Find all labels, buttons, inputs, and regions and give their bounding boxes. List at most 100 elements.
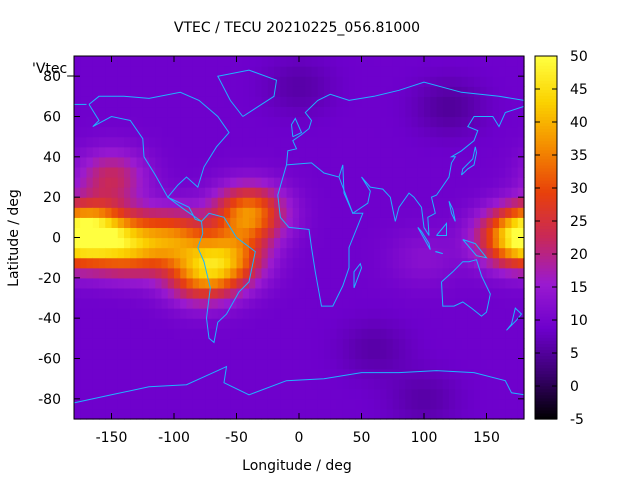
heatmap-cell [286,197,294,208]
heatmap-cell [374,368,381,380]
heatmap-cell [86,257,94,269]
heatmap-cell [224,318,231,329]
heatmap-cell [474,86,481,97]
heatmap-cell [292,227,300,239]
heatmap-cell [267,136,275,148]
heatmap-cell [217,76,225,87]
heatmap-cell [486,96,494,108]
heatmap-cell [442,146,450,158]
heatmap-cell [324,76,331,87]
heatmap-cell [480,76,488,87]
heatmap-cell [211,378,219,390]
heatmap-cell [461,398,469,410]
heatmap-cell [211,257,219,269]
heatmap-cell [492,308,500,319]
heatmap-cell [142,66,150,77]
heatmap-cell [267,348,275,360]
heatmap-cell [342,298,350,309]
heatmap-cell [86,368,94,380]
heatmap-cell [330,197,338,208]
heatmap-cell [317,156,325,168]
heatmap-cell [105,217,113,229]
colorbar-segment [535,370,557,375]
heatmap-cell [180,298,188,309]
heatmap-cell [317,76,325,87]
heatmap-cell [405,66,413,77]
heatmap-cell [280,328,288,339]
heatmap-cell [199,156,206,168]
heatmap-cell [199,247,206,259]
heatmap-cell [355,308,363,319]
heatmap-cell [224,368,231,380]
heatmap-cell [192,156,200,168]
heatmap-cell [399,368,406,380]
heatmap-cell [280,86,288,97]
heatmap-cell [186,66,194,77]
heatmap-cell [261,267,269,279]
heatmap-cell [99,177,106,188]
heatmap-cell [236,177,244,188]
heatmap-cell [386,308,394,319]
heatmap-cell [167,358,175,370]
heatmap-cell [192,368,200,380]
heatmap-cell [124,257,131,269]
heatmap-cell [142,378,150,390]
heatmap-cell [330,156,338,168]
heatmap-cell [492,237,500,249]
heatmap-cell [442,247,450,259]
heatmap-cell [86,56,94,67]
heatmap-cell [517,287,525,299]
heatmap-cell [217,126,225,138]
heatmap-cell [192,257,200,269]
heatmap-cell [136,126,144,138]
heatmap-cell [511,408,519,420]
heatmap-cell [174,328,181,339]
heatmap-cell [136,298,144,309]
heatmap-cell [261,298,269,309]
heatmap-cell [74,76,81,87]
heatmap-cell [242,398,250,410]
heatmap-cell [74,277,81,289]
heatmap-cell [380,287,388,299]
colorbar-segment [535,228,557,233]
heatmap-cell [267,358,275,370]
heatmap-cell [336,187,344,198]
heatmap-cell [517,298,525,309]
heatmap-cell [442,277,450,289]
heatmap-cell [374,267,381,279]
heatmap-cell [386,287,394,299]
heatmap-cell [517,136,525,148]
heatmap-cell [242,187,250,198]
heatmap-cell [286,227,294,239]
heatmap-cell [217,408,225,420]
heatmap-cell [380,136,388,148]
heatmap-cell [149,136,156,148]
heatmap-cell [336,257,344,269]
heatmap-cell [336,368,344,380]
heatmap-cell [330,187,338,198]
heatmap-cell [392,177,400,188]
heatmap-cell [386,126,394,138]
y-tick-label: 40 [43,150,61,166]
heatmap-cell [499,76,506,87]
heatmap-cell [149,398,156,410]
heatmap-cell [186,388,194,400]
heatmap-cell [130,106,138,118]
heatmap-cell [242,257,250,269]
heatmap-cell [230,298,238,309]
heatmap-cell [449,237,456,249]
heatmap-cell [405,247,413,259]
heatmap-cell [461,348,469,360]
heatmap-cell [86,237,94,249]
heatmap-cell [367,136,375,148]
heatmap-cell [136,328,144,339]
heatmap-cell [367,388,375,400]
heatmap-cell [311,217,319,229]
heatmap-cell [136,378,144,390]
heatmap-cell [455,247,463,259]
heatmap-cell [274,237,281,249]
heatmap-cell [286,166,294,178]
heatmap-cell [311,227,319,239]
heatmap-cell [80,227,88,239]
heatmap-cell [517,348,525,360]
